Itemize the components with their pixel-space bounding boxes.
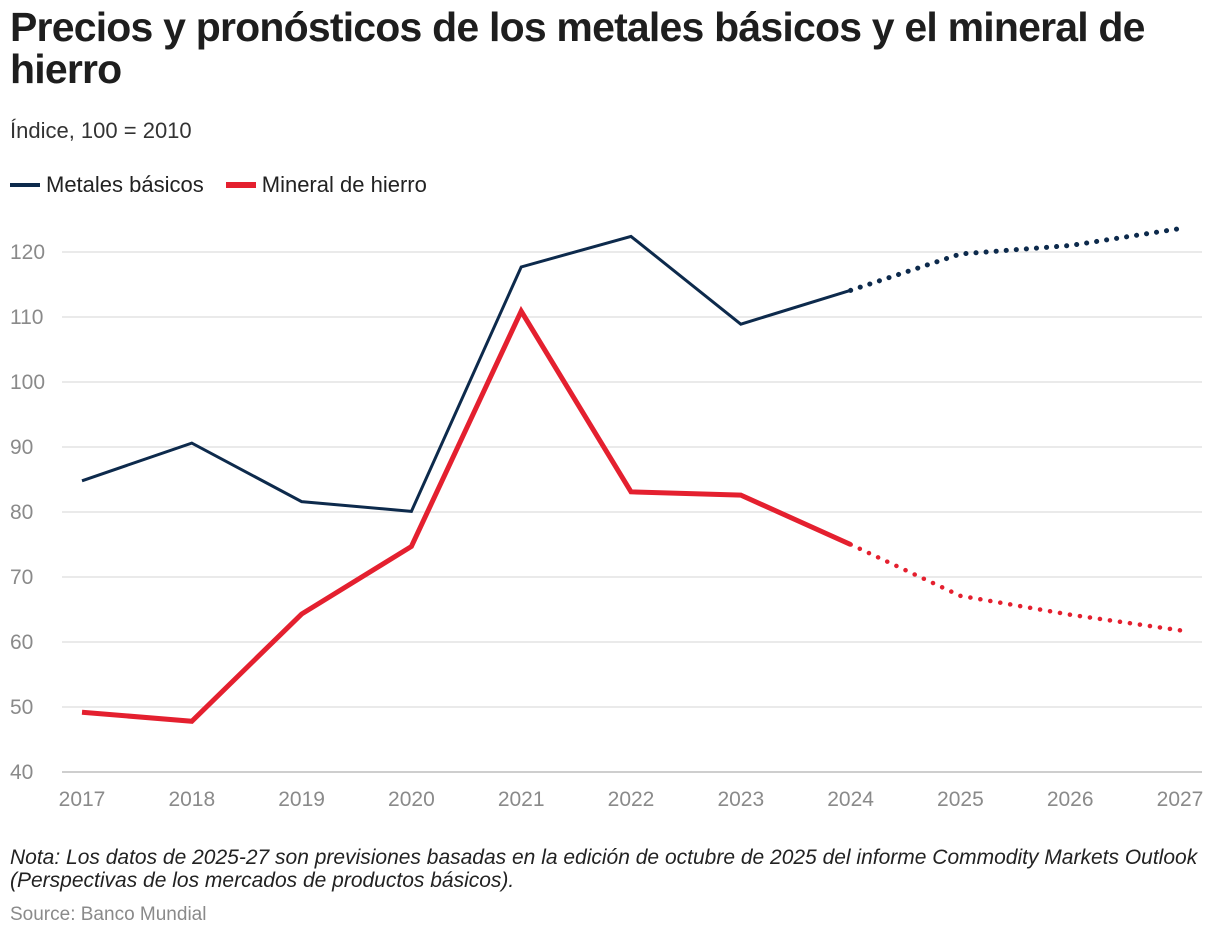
y-tick-label-110: 110 <box>10 306 43 329</box>
y-tick-label-90: 90 <box>10 436 33 459</box>
y-tick-label-50: 50 <box>10 696 33 719</box>
line-chart: 40 50 60 70 80 90 100 110 120 2017 2018 2019 2020 202… <box>10 226 1204 811</box>
series-forecast-hierro <box>848 542 1183 633</box>
x-tick-label-2025: 2025 <box>937 788 984 811</box>
x-tick-label-2021: 2021 <box>498 788 545 811</box>
x-tick-label-2026: 2026 <box>1047 788 1094 811</box>
y-tick-label-70: 70 <box>10 566 33 589</box>
x-tick-label-2023: 2023 <box>717 788 764 811</box>
y-tick-label-80: 80 <box>10 501 33 524</box>
x-tick-label-2022: 2022 <box>608 788 655 811</box>
legend-swatch-hierro <box>225 182 256 188</box>
legend-item-hierro: Mineral de hierro <box>225 172 427 198</box>
x-tick-label-2019: 2019 <box>278 788 325 811</box>
y-tick-label-40: 40 <box>10 761 33 784</box>
series-line-metales <box>81 234 852 513</box>
y-tick-label-120: 120 <box>10 241 45 264</box>
legend-label-metales: Metales básicos <box>46 172 204 197</box>
x-tick-label-2018: 2018 <box>168 788 215 811</box>
series-line-hierro <box>81 305 852 724</box>
y-tick-label-100: 100 <box>10 371 45 394</box>
legend-item-metales: Metales básicos <box>10 172 204 198</box>
series-forecast-metales <box>848 226 1183 293</box>
legend: Metales básicos Mineral de hierro <box>10 172 449 198</box>
legend-swatch-metales <box>10 183 40 187</box>
x-tick-label-2020: 2020 <box>388 788 435 811</box>
x-tick-label-2017: 2017 <box>59 788 106 811</box>
y-tick-label-60: 60 <box>10 631 33 654</box>
x-tick-label-2027: 2027 <box>1157 788 1204 811</box>
x-tick-label-2024: 2024 <box>827 788 874 811</box>
footnote: Nota: Los datos de 2025-27 son prevision… <box>10 846 1198 892</box>
chart-title: Precios y pronósticos de los metales bás… <box>10 4 1145 92</box>
legend-label-hierro: Mineral de hierro <box>261 172 427 197</box>
source-credit: Source: Banco Mundial <box>10 904 207 925</box>
chart-subtitle: Índice, 100 = 2010 <box>10 118 192 143</box>
